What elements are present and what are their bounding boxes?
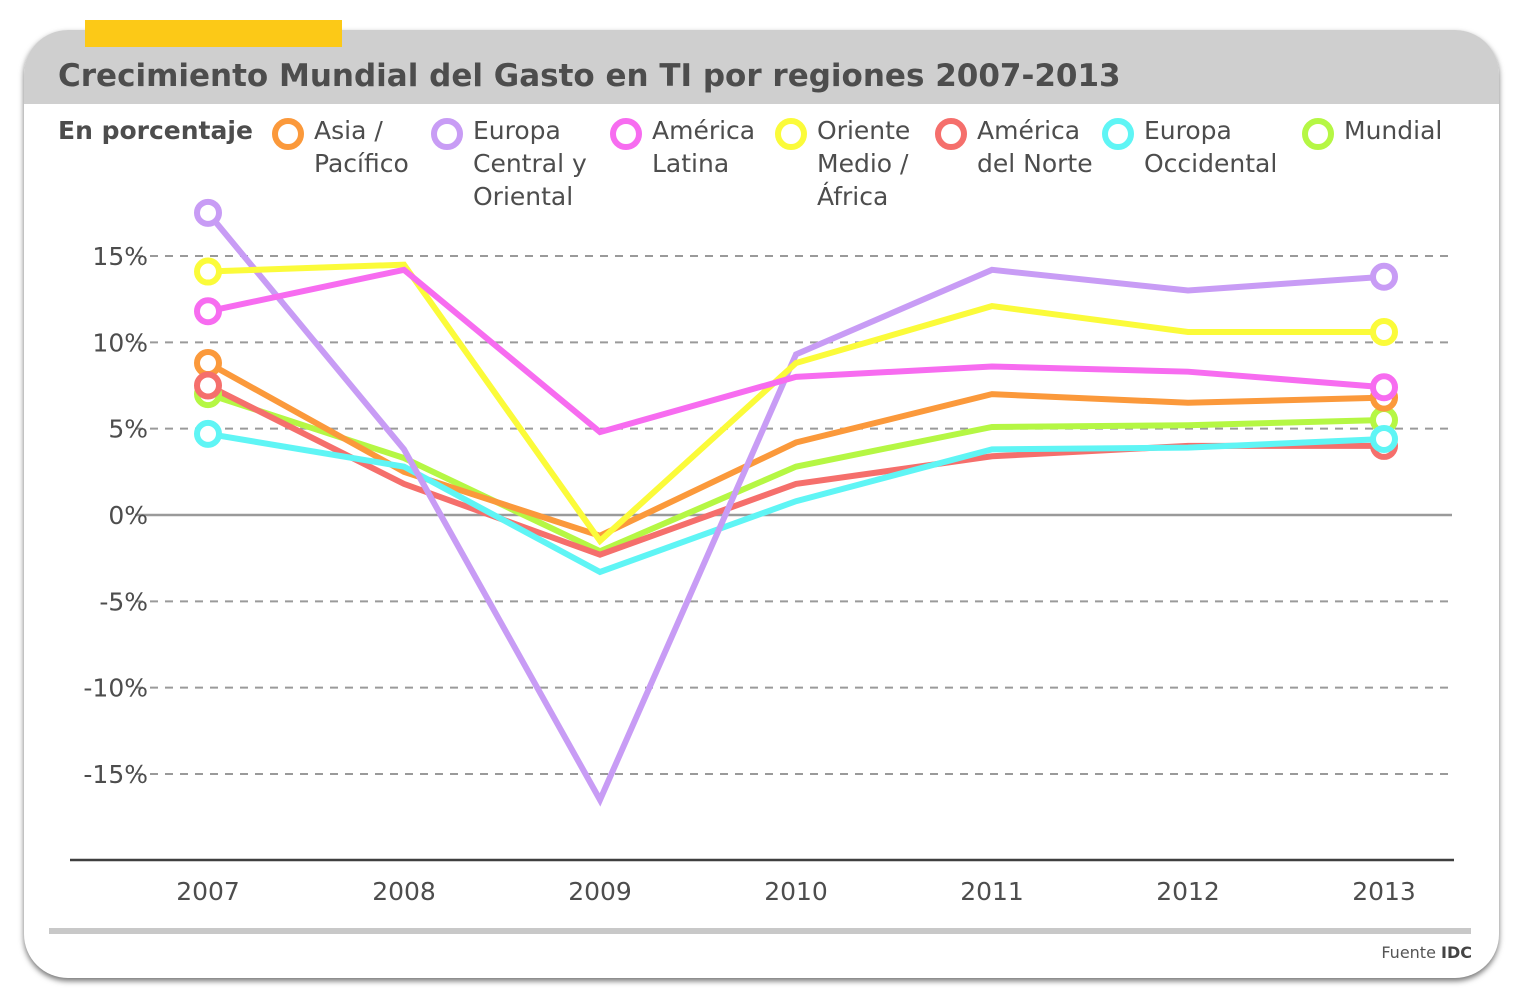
y-tick-label: 5% (108, 415, 148, 444)
x-tick-label: 2007 (176, 877, 240, 906)
series-endpoint-marker (194, 297, 222, 326)
legend-marker-america-latina (610, 118, 642, 150)
legend-marker-europa-central-oriental (431, 118, 463, 150)
source-value: IDC (1441, 943, 1472, 962)
x-tick-label: 2009 (568, 877, 632, 906)
y-tick-label: 10% (92, 328, 148, 357)
series-endpoint-marker (1370, 317, 1398, 346)
y-tick-label: 0% (108, 501, 148, 530)
series-endpoint-marker (1370, 425, 1398, 454)
series-line (207, 430, 1385, 576)
y-tick-label: -15% (83, 760, 148, 789)
series-line (206, 382, 1384, 558)
source-label: Fuente (1381, 943, 1436, 962)
footer-rule (49, 928, 1471, 934)
x-tick-label: 2010 (764, 877, 828, 906)
legend-label-america-latina: América Latina (652, 116, 756, 178)
legend-label-oriente-medio-africa: Oriente Medio / África (817, 116, 911, 211)
source-note: Fuente IDC (1381, 943, 1472, 962)
legend-label-mundial: Mundial (1344, 116, 1443, 145)
y-tick-label: 15% (92, 242, 148, 271)
legend-marker-asia-pacifico (272, 118, 304, 150)
series-line (206, 360, 1385, 539)
legend-marker-mundial (1302, 118, 1334, 150)
legend-marker-europa-occidental (1102, 118, 1134, 150)
series-endpoint-marker (194, 371, 222, 400)
series-line (205, 210, 1385, 807)
legend-label-europa-central-oriental: Europa Central y Oriental (473, 116, 587, 211)
legend-label-europa-occidental: Europa Occidental (1144, 116, 1278, 178)
x-tick-label: 2012 (1156, 877, 1220, 906)
series-line (207, 266, 1385, 436)
chart-card (24, 30, 1499, 978)
series-endpoint-marker (194, 198, 222, 227)
x-tick-label: 2013 (1352, 877, 1416, 906)
legend-marker-oriente-medio-africa (775, 118, 807, 150)
series-endpoint-marker (1370, 262, 1398, 291)
series-endpoint-marker (194, 257, 222, 286)
series-endpoint-marker (194, 419, 222, 448)
series-line (207, 261, 1384, 546)
x-tick-label: 2008 (372, 877, 436, 906)
series-endpoint-marker (194, 349, 222, 378)
accent-bar (85, 20, 342, 47)
legend-marker-america-del-norte (935, 118, 967, 150)
series-endpoint-marker (1370, 373, 1398, 402)
legend-label-asia-pacifico: Asia / Pacífico (314, 116, 409, 178)
chart-title: Crecimiento Mundial del Gasto en TI por … (58, 58, 1121, 94)
y-tick-label: -10% (83, 674, 148, 703)
y-tick-label: -5% (99, 587, 148, 616)
chart-subtitle: En porcentaje (58, 116, 253, 145)
legend-label-america-del-norte: América del Norte (977, 116, 1093, 178)
series-line (207, 391, 1385, 555)
x-tick-label: 2011 (960, 877, 1024, 906)
